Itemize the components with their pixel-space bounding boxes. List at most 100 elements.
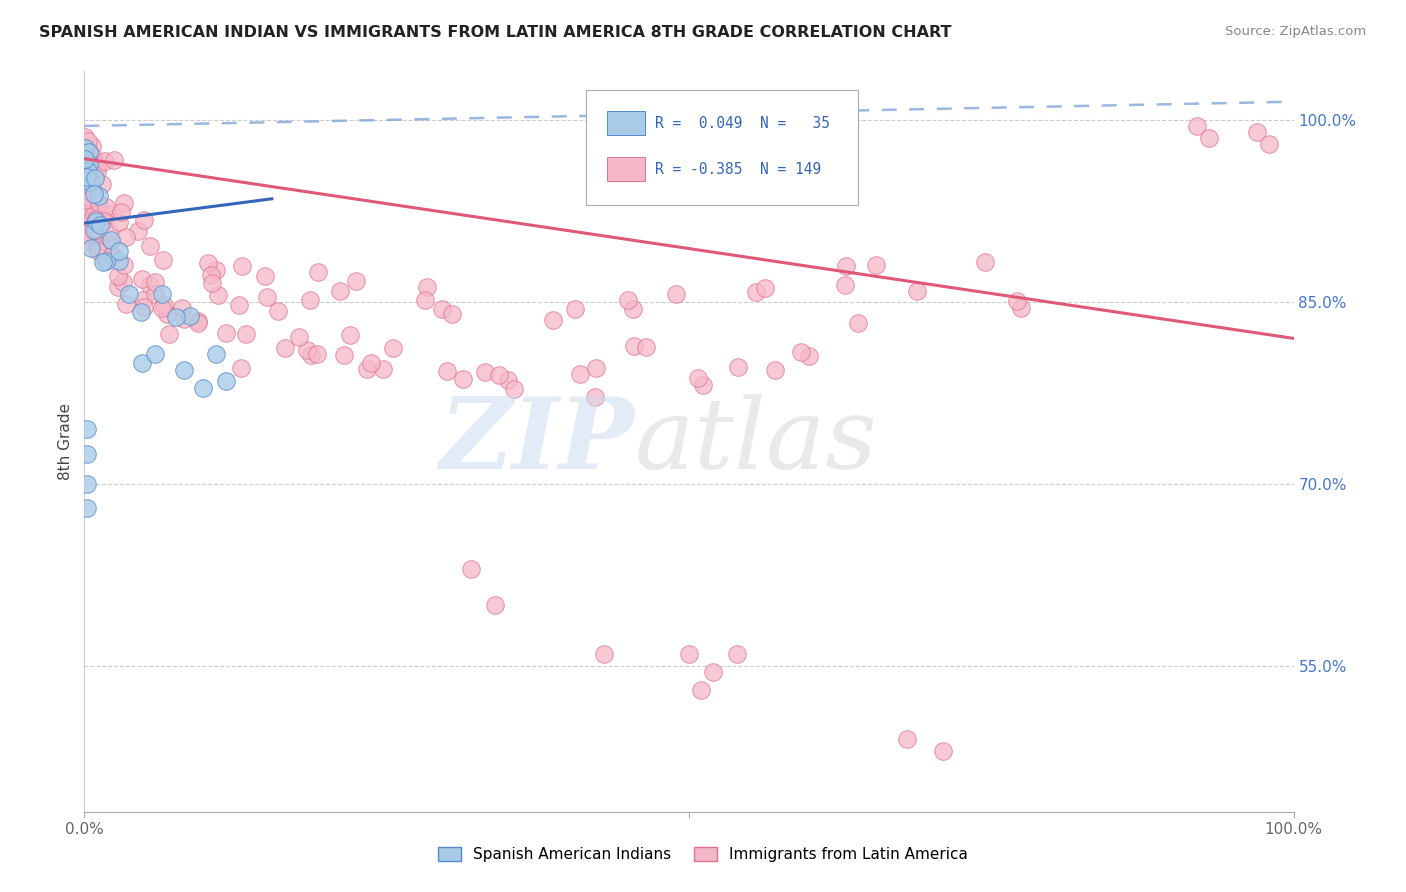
Point bbox=[84, 170, 107, 185]
Point bbox=[80, 182, 103, 196]
Point bbox=[541, 312, 564, 326]
Point bbox=[83, 153, 105, 167]
Point bbox=[87, 238, 110, 252]
Point bbox=[103, 153, 125, 167]
Point bbox=[107, 280, 129, 294]
Point bbox=[80, 162, 103, 177]
Point bbox=[1258, 137, 1281, 152]
Point bbox=[274, 341, 297, 355]
Point bbox=[87, 188, 110, 202]
Point bbox=[87, 196, 110, 211]
Point bbox=[76, 477, 98, 491]
Point bbox=[108, 244, 131, 259]
Point bbox=[564, 301, 586, 316]
Point bbox=[115, 297, 138, 311]
Point bbox=[73, 227, 96, 241]
Point bbox=[73, 207, 96, 221]
Point bbox=[150, 286, 173, 301]
Point bbox=[797, 349, 820, 363]
Point bbox=[96, 253, 118, 268]
Point bbox=[231, 259, 253, 273]
Point bbox=[73, 129, 96, 144]
Point bbox=[93, 214, 115, 228]
Point bbox=[298, 293, 321, 307]
Point bbox=[76, 173, 98, 187]
Y-axis label: 8th Grade: 8th Grade bbox=[58, 403, 73, 480]
Point bbox=[371, 361, 394, 376]
FancyBboxPatch shape bbox=[586, 90, 858, 204]
Point bbox=[835, 260, 858, 274]
Point bbox=[114, 195, 136, 210]
FancyBboxPatch shape bbox=[607, 112, 645, 135]
Point bbox=[83, 207, 105, 221]
Point bbox=[905, 284, 928, 298]
Point bbox=[690, 683, 713, 698]
Point bbox=[932, 744, 955, 758]
Point bbox=[228, 298, 250, 312]
Point bbox=[107, 268, 129, 283]
Point bbox=[745, 285, 768, 299]
Point bbox=[207, 288, 229, 302]
Point bbox=[132, 213, 155, 227]
Point bbox=[129, 304, 152, 318]
Point bbox=[267, 303, 290, 318]
Point bbox=[101, 248, 124, 262]
Point bbox=[287, 330, 309, 344]
Point bbox=[665, 287, 688, 301]
Point bbox=[108, 214, 131, 228]
Point bbox=[100, 233, 122, 247]
Point bbox=[80, 227, 103, 242]
Point bbox=[131, 355, 153, 369]
Point bbox=[201, 276, 224, 290]
Point bbox=[76, 165, 98, 179]
Point bbox=[75, 193, 97, 207]
Point bbox=[86, 159, 108, 173]
Point bbox=[79, 226, 101, 240]
Point bbox=[83, 233, 105, 247]
Point bbox=[77, 145, 100, 160]
Point bbox=[727, 359, 749, 374]
Point bbox=[187, 314, 209, 328]
Point bbox=[91, 254, 114, 268]
Point bbox=[150, 301, 173, 315]
Point bbox=[139, 238, 162, 252]
Point bbox=[834, 278, 856, 293]
Point bbox=[356, 362, 378, 376]
Point bbox=[132, 293, 155, 308]
Point bbox=[484, 599, 506, 613]
Point bbox=[332, 348, 354, 362]
Point bbox=[568, 367, 591, 381]
Point bbox=[73, 208, 96, 222]
Point bbox=[73, 152, 96, 166]
Point bbox=[76, 170, 98, 185]
Point bbox=[453, 372, 475, 386]
Point bbox=[623, 339, 645, 353]
Point bbox=[153, 298, 176, 312]
Point bbox=[173, 363, 195, 377]
Point bbox=[111, 275, 134, 289]
Point bbox=[79, 178, 101, 193]
Point bbox=[84, 212, 107, 227]
Point bbox=[76, 168, 98, 182]
Point bbox=[496, 373, 519, 387]
Point bbox=[76, 234, 98, 248]
Point bbox=[191, 381, 214, 395]
Text: R =  0.049  N =   35: R = 0.049 N = 35 bbox=[655, 116, 830, 131]
Text: Source: ZipAtlas.com: Source: ZipAtlas.com bbox=[1226, 25, 1367, 38]
Point bbox=[1007, 294, 1029, 309]
Point bbox=[115, 230, 138, 244]
Point bbox=[200, 268, 222, 282]
Point bbox=[197, 255, 219, 269]
Point bbox=[593, 647, 616, 661]
Text: R = -0.385  N = 149: R = -0.385 N = 149 bbox=[655, 161, 821, 177]
Point bbox=[1246, 125, 1268, 139]
Point bbox=[254, 268, 277, 283]
Point bbox=[76, 501, 98, 516]
Point bbox=[235, 327, 257, 342]
Point bbox=[83, 222, 105, 236]
Point bbox=[846, 316, 869, 330]
Point bbox=[132, 300, 155, 314]
Point bbox=[583, 391, 606, 405]
Point bbox=[86, 164, 108, 178]
Point bbox=[231, 360, 253, 375]
